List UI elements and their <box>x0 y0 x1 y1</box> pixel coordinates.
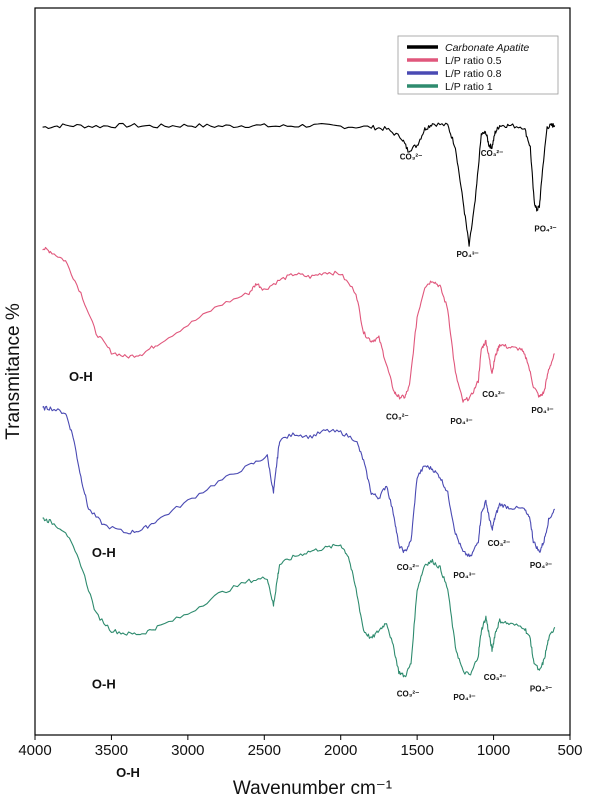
peak-annotation-1-3: CO₃²⁻ <box>482 390 505 399</box>
peak-annotation-0-3: PO₄³⁻ <box>534 225 556 234</box>
x-tick-label-0: 4000 <box>18 742 51 759</box>
peak-annotation-3-0: O-H <box>92 676 116 691</box>
x-tick-label-6: 1000 <box>477 742 510 759</box>
peak-annotation-0-0: CO₃²⁻ <box>400 153 423 162</box>
peak-annotation-3-2: PO₄³⁻ <box>453 693 475 702</box>
x-tick-label-3: 2500 <box>248 742 281 759</box>
x-tick-label-7: 500 <box>557 742 582 759</box>
peak-annotation-0-2: PO₄³⁻ <box>456 250 478 259</box>
peak-annotation-1-1: CO₃²⁻ <box>386 412 409 421</box>
peak-annotation-0-1: CO₃²⁻ <box>481 149 504 158</box>
legend-label-0: Carbonate Apatite <box>445 42 529 54</box>
peak-annotation-2-4: PO₄³⁻ <box>530 561 552 570</box>
series-line-3 <box>42 517 556 678</box>
peak-annotation-2-3: CO₃²⁻ <box>488 539 511 548</box>
series-line-1 <box>42 246 555 403</box>
x-tick-label-2: 3000 <box>171 742 204 759</box>
series-line-2 <box>42 405 556 558</box>
y-axis-title: Transmitance % <box>3 303 24 440</box>
peak-annotation-1-4: PO₄³⁻ <box>531 406 553 415</box>
x-tick-label-1: 3500 <box>95 742 128 759</box>
legend-label-1: L/P ratio 0.5 <box>445 55 502 67</box>
x-tick-label-4: 2000 <box>324 742 357 759</box>
x-tick-label-5: 1500 <box>400 742 433 759</box>
x-axis-title: Wavenumber cm⁻¹ <box>233 778 392 799</box>
legend-label-3: L/P ratio 1 <box>445 81 493 93</box>
peak-annotation-1-0: O-H <box>69 369 93 384</box>
plot-frame <box>34 7 571 736</box>
peak-annotation-1-2: PO₄³⁻ <box>450 417 472 426</box>
x-axis-oh-label: O-H <box>116 765 140 780</box>
peak-annotation-3-4: PO₄³⁻ <box>530 685 552 694</box>
peak-annotation-3-3: CO₃²⁻ <box>484 673 507 682</box>
peak-annotation-3-1: CO₃²⁻ <box>397 690 420 699</box>
peak-annotation-2-1: CO₃²⁻ <box>397 563 420 572</box>
peak-annotation-2-0: O-H <box>92 545 116 560</box>
legend-label-2: L/P ratio 0.8 <box>445 68 502 80</box>
peak-annotation-2-2: PO₄³⁻ <box>453 571 475 580</box>
series-line-0 <box>42 122 556 247</box>
